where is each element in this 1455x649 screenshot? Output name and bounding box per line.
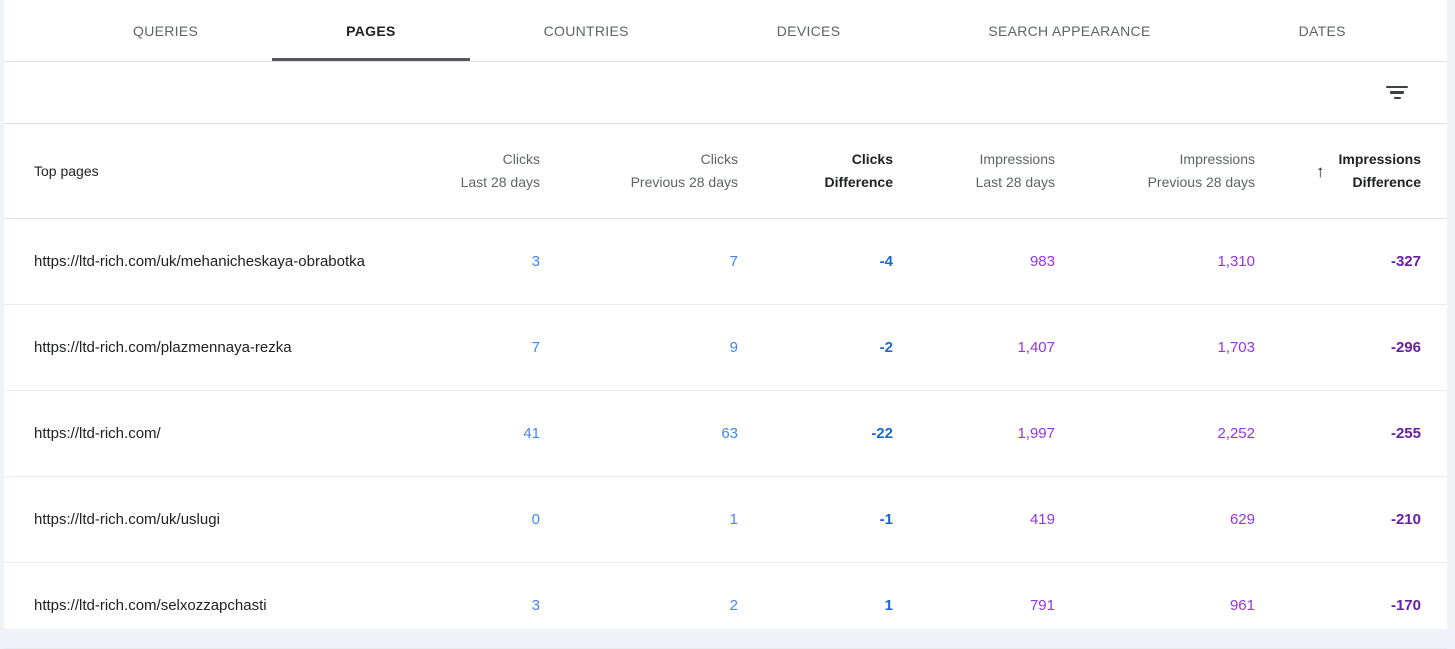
impressions-last-value: 1,997: [1017, 425, 1055, 442]
table-row[interactable]: https://ltd-rich.com/uk/uslugi 0 1 -1 41…: [4, 477, 1447, 563]
clicks-previous-value: 2: [729, 597, 738, 614]
tab-pages[interactable]: PAGES: [272, 0, 471, 61]
column-header-line1: Impressions: [1179, 151, 1255, 167]
tab-dates[interactable]: DATES: [1298, 22, 1346, 39]
impressions-previous-value: 961: [1229, 597, 1255, 614]
impressions-last-value: 1,407: [1017, 339, 1055, 356]
clicks-last-value: 41: [523, 425, 540, 442]
page-url: https://ltd-rich.com/: [34, 425, 161, 442]
clicks-difference-value: -4: [879, 253, 893, 270]
table-row[interactable]: https://ltd-rich.com/ 41 63 -22 1,997 2,…: [4, 391, 1447, 477]
sort-ascending-icon: ↑: [1316, 161, 1325, 181]
clicks-last-value: 3: [531, 253, 540, 270]
column-header-clicks-difference[interactable]: Clicks Difference: [738, 148, 893, 194]
impressions-last-value: 419: [1029, 511, 1055, 528]
column-header-impressions-previous[interactable]: Impressions Previous 28 days: [1055, 148, 1255, 194]
column-header-line1: Clicks: [700, 151, 738, 167]
clicks-previous-value: 9: [729, 339, 738, 356]
impressions-difference-value: -170: [1390, 597, 1421, 614]
clicks-previous-value: 63: [721, 425, 738, 442]
clicks-previous-value: 1: [729, 511, 738, 528]
impressions-difference-value: -210: [1390, 511, 1421, 528]
filter-bar: [4, 62, 1447, 124]
table-header-row: Top pages Clicks Last 28 days Clicks Pre…: [4, 124, 1447, 219]
page-url: https://ltd-rich.com/selxozzapchasti: [34, 597, 267, 614]
table-row[interactable]: https://ltd-rich.com/selxozzapchasti 3 2…: [4, 563, 1447, 649]
page-url: https://ltd-rich.com/uk/uslugi: [34, 511, 220, 528]
impressions-difference-value: -255: [1390, 425, 1421, 442]
column-header-line1: Impressions: [979, 151, 1055, 167]
column-header-line2: Previous 28 days: [1147, 174, 1255, 190]
column-header-text: Impressions Difference: [1339, 148, 1421, 194]
column-header-impressions-difference[interactable]: ↑ Impressions Difference: [1255, 148, 1421, 194]
clicks-difference-value: 1: [884, 597, 893, 614]
clicks-last-value: 3: [531, 597, 540, 614]
column-header-clicks-last[interactable]: Clicks Last 28 days: [370, 148, 540, 194]
clicks-previous-value: 7: [729, 253, 738, 270]
column-header-line1: Clicks: [851, 151, 893, 167]
clicks-difference-value: -1: [879, 511, 893, 528]
clicks-last-value: 0: [531, 511, 540, 528]
column-header-line2: Difference: [1352, 174, 1421, 190]
table-row[interactable]: https://ltd-rich.com/plazmennaya-rezka 7…: [4, 305, 1447, 391]
clicks-difference-value: -22: [871, 425, 893, 442]
tab-countries[interactable]: COUNTRIES: [543, 22, 629, 39]
column-header-line2: Last 28 days: [975, 174, 1055, 190]
column-header-line2: Difference: [824, 174, 893, 190]
tab-bar: QUERIES PAGES COUNTRIES DEVICES SEARCH A…: [4, 0, 1447, 62]
impressions-previous-value: 2,252: [1217, 425, 1255, 442]
impressions-previous-value: 629: [1229, 511, 1255, 528]
clicks-last-value: 7: [531, 339, 540, 356]
page-url: https://ltd-rich.com/uk/mehanicheskaya-o…: [34, 253, 365, 270]
impressions-previous-value: 1,310: [1217, 253, 1255, 270]
column-header-line2: Previous 28 days: [630, 174, 738, 190]
column-header-line1: Impressions: [1338, 151, 1421, 167]
column-header-top-pages[interactable]: Top pages: [34, 162, 99, 179]
impressions-last-value: 983: [1029, 253, 1055, 270]
table-row[interactable]: https://ltd-rich.com/uk/mehanicheskaya-o…: [4, 219, 1447, 305]
column-header-line2: Last 28 days: [460, 174, 540, 190]
column-header-impressions-last[interactable]: Impressions Last 28 days: [893, 148, 1055, 194]
impressions-difference-value: -296: [1390, 339, 1421, 356]
report-card: QUERIES PAGES COUNTRIES DEVICES SEARCH A…: [4, 0, 1447, 649]
page-url: https://ltd-rich.com/plazmennaya-rezka: [34, 339, 292, 356]
impressions-previous-value: 1,703: [1217, 339, 1255, 356]
impressions-last-value: 791: [1029, 597, 1055, 614]
tab-search-appearance[interactable]: SEARCH APPEARANCE: [988, 22, 1151, 39]
impressions-difference-value: -327: [1390, 253, 1421, 270]
tab-devices[interactable]: DEVICES: [776, 22, 841, 39]
filter-list-icon: [1386, 85, 1408, 100]
clicks-difference-value: -2: [879, 339, 893, 356]
column-header-clicks-previous[interactable]: Clicks Previous 28 days: [540, 148, 738, 194]
column-header-line1: Clicks: [502, 151, 540, 167]
tab-queries[interactable]: QUERIES: [133, 22, 199, 39]
filter-button[interactable]: [1377, 73, 1417, 113]
